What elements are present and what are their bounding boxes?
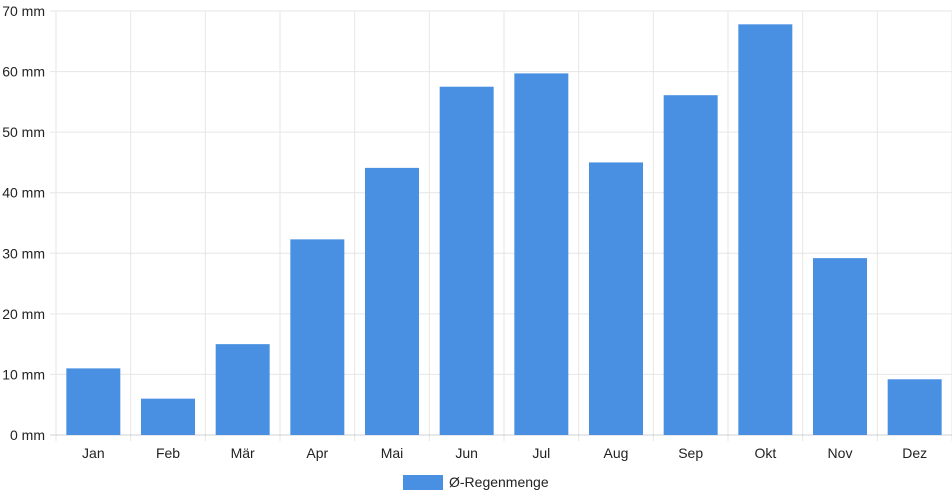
x-tick-label: Nov xyxy=(828,445,853,461)
bar-feb[interactable] xyxy=(141,398,195,435)
x-axis-ticks: Jan Feb Mär Apr Mai Jun Jul Aug Sep Okt Nov Dez xyxy=(82,445,927,461)
x-tick-label: Aug xyxy=(604,445,629,461)
x-tick-label: Apr xyxy=(306,445,328,461)
grid-layer xyxy=(50,10,952,441)
y-tick-label: 60 mm xyxy=(2,64,45,80)
bar-okt[interactable] xyxy=(738,24,793,435)
bar-apr[interactable] xyxy=(290,239,345,435)
bar-jan[interactable] xyxy=(66,368,121,435)
bar-sep[interactable] xyxy=(663,95,718,436)
y-tick-label: 50 mm xyxy=(2,124,45,140)
x-tick-label: Mär xyxy=(231,445,255,461)
y-tick-label: 0 mm xyxy=(10,427,45,443)
y-tick-label: 30 mm xyxy=(2,245,45,261)
x-tick-label: Sep xyxy=(678,445,703,461)
legend-swatch[interactable] xyxy=(403,475,443,490)
bar-nov[interactable] xyxy=(813,258,867,435)
bar-jun[interactable] xyxy=(439,86,494,435)
bar-mär[interactable] xyxy=(215,344,270,435)
x-tick-label: Jan xyxy=(82,445,105,461)
legend[interactable]: Ø-Regenmenge xyxy=(403,474,549,490)
y-tick-label: 10 mm xyxy=(2,366,45,382)
y-tick-label: 40 mm xyxy=(2,185,45,201)
x-tick-label: Feb xyxy=(156,445,180,461)
bar-aug[interactable] xyxy=(589,162,643,435)
y-tick-label: 70 mm xyxy=(2,3,45,19)
x-tick-label: Jun xyxy=(455,445,478,461)
bar-layer xyxy=(66,24,942,436)
bar-jul[interactable] xyxy=(514,73,569,435)
x-tick-label: Jul xyxy=(532,445,550,461)
bar-dez[interactable] xyxy=(887,379,942,435)
x-tick-label: Dez xyxy=(902,445,927,461)
bar-mai[interactable] xyxy=(365,167,419,435)
y-axis-ticks: 0 mm 10 mm 20 mm 30 mm 40 mm 50 mm 60 mm 70 mm xyxy=(2,3,45,443)
y-tick-label: 20 mm xyxy=(2,306,45,322)
x-tick-label: Okt xyxy=(754,445,776,461)
x-tick-label: Mai xyxy=(381,445,404,461)
legend-label[interactable]: Ø-Regenmenge xyxy=(449,474,549,490)
